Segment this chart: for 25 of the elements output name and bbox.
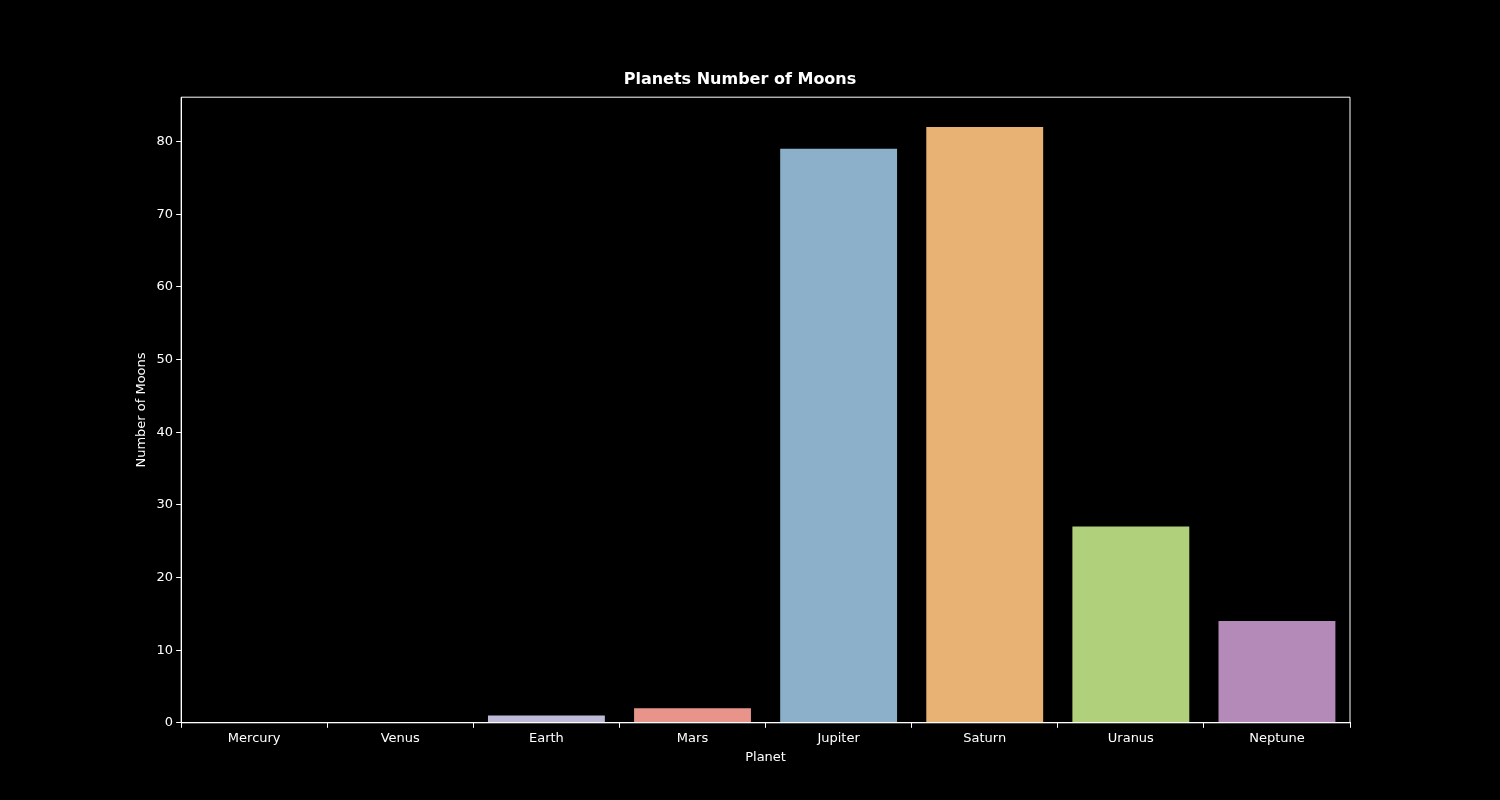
y-tick-label: 30 — [156, 496, 174, 512]
x-tick-label: Mars — [676, 729, 709, 745]
bar — [634, 708, 751, 723]
y-tick-label: 80 — [156, 132, 174, 148]
bar — [1072, 526, 1190, 723]
y-axis-title: Number of Moons — [133, 352, 149, 468]
chart-title: Planets Number of Moons — [623, 68, 857, 88]
y-tick-label: 50 — [156, 350, 174, 366]
x-axis-title: Planet — [745, 748, 786, 764]
x-tick-label: Venus — [380, 729, 421, 745]
y-tick-label: 0 — [164, 714, 174, 730]
x-tick-label: Earth — [528, 729, 564, 745]
y-tick-label: 60 — [156, 278, 174, 294]
bar — [926, 126, 1044, 723]
y-tick-label: 40 — [156, 423, 174, 439]
x-tick-label: Neptune — [1249, 729, 1305, 745]
x-tick-label: Mercury — [227, 729, 281, 745]
bar — [780, 148, 898, 723]
x-tick-label: Uranus — [1107, 729, 1155, 745]
bar — [1218, 621, 1336, 723]
x-tick-label: Saturn — [963, 729, 1007, 745]
y-tick-label: 20 — [156, 568, 174, 584]
y-tick-label: 70 — [156, 205, 174, 221]
y-tick-label: 10 — [156, 641, 174, 657]
x-tick-label: Jupiter — [816, 729, 861, 745]
